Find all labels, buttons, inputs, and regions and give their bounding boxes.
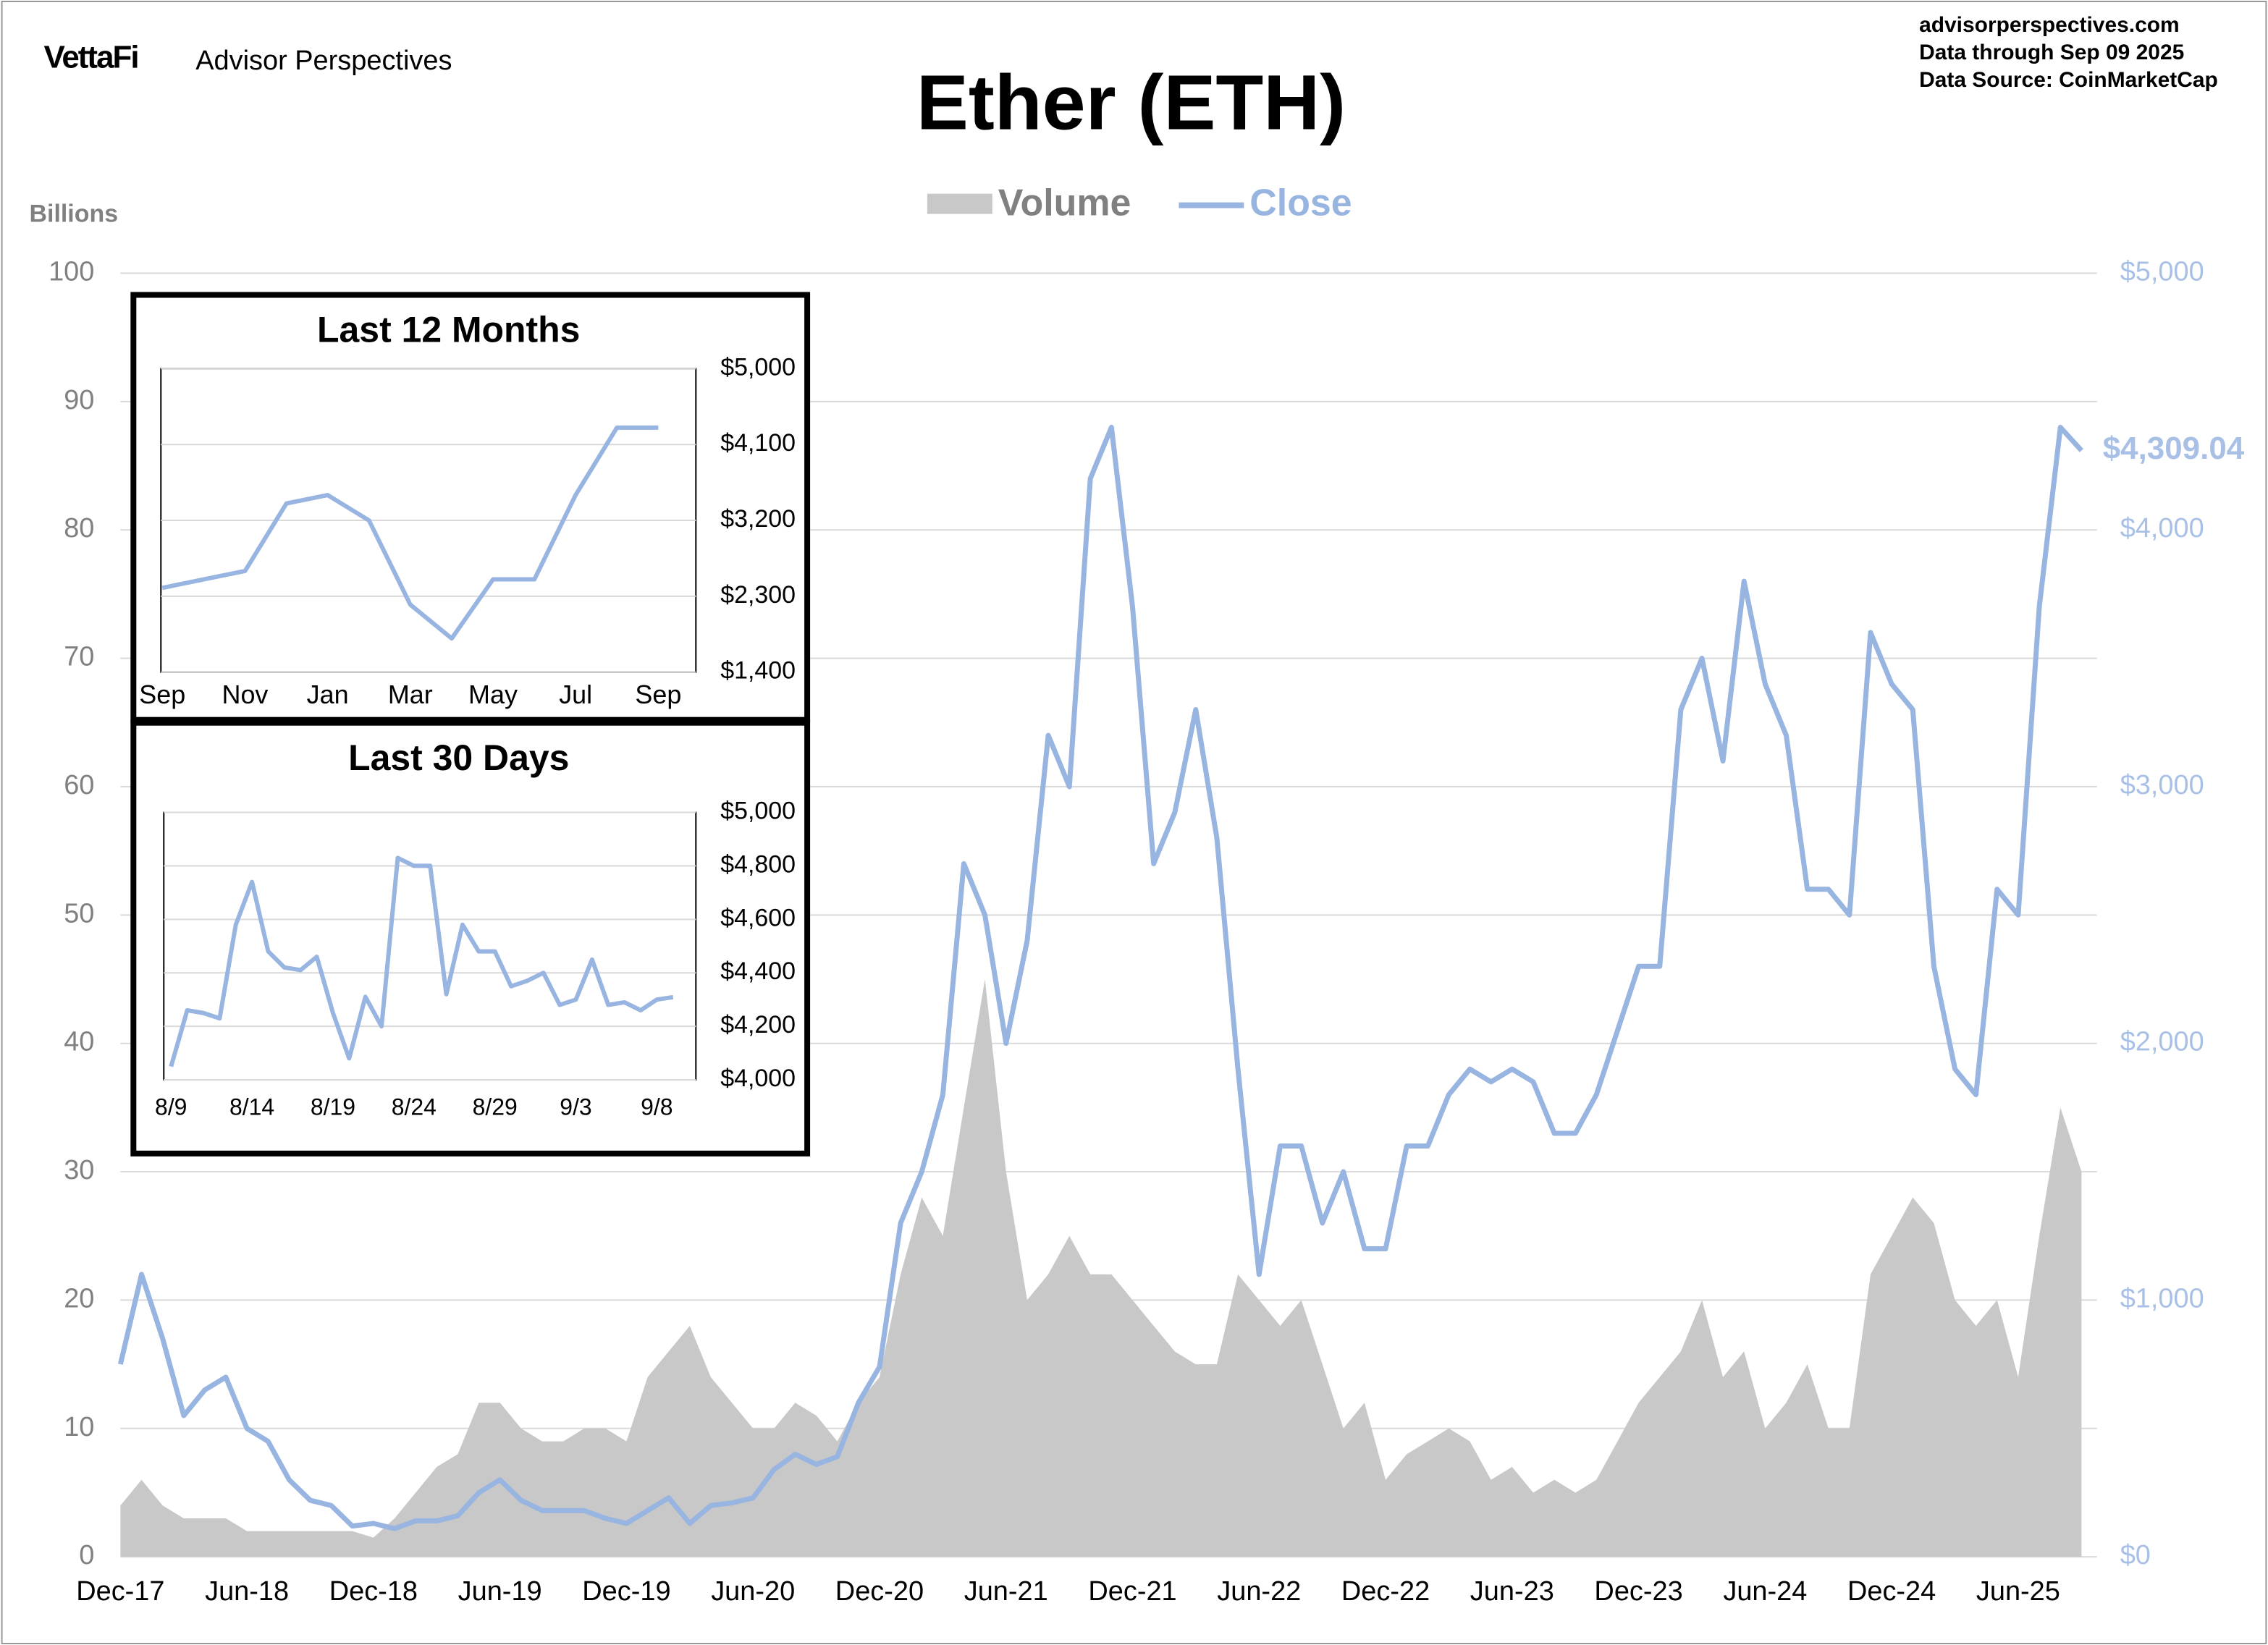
data-through: Data through Sep 09 2025 (1919, 41, 2184, 64)
x-tick-label: Jul (559, 680, 592, 709)
x-tick-label: 8/9 (155, 1094, 187, 1120)
inset-frame (130, 292, 811, 723)
y-tick-label: 0 (79, 1540, 94, 1570)
price-line (169, 855, 674, 1067)
x-tick-label: 8/29 (473, 1094, 518, 1120)
y-tick-label: $4,200 (720, 1011, 796, 1039)
y2-tick-label: $3,000 (2120, 770, 2204, 800)
y-tick-label: 30 (64, 1155, 94, 1185)
y-tick-label: $2,300 (720, 581, 796, 609)
y-tick-label: $5,000 (720, 353, 796, 381)
volume-area (120, 979, 2082, 1557)
y2-tick-label: $5,000 (2120, 257, 2204, 287)
y-axis-label: Billions (30, 200, 119, 228)
x-tick-label: Jun-23 (1470, 1576, 1554, 1607)
x-tick-label: Jun-22 (1217, 1576, 1301, 1607)
inset-title: Last 12 Months (317, 310, 580, 350)
x-tick-label: Jun-24 (1723, 1576, 1807, 1607)
x-tick-label: Dec-18 (329, 1576, 418, 1607)
x-tick-label: Dec-24 (1847, 1576, 1936, 1607)
legend-label: Volume (998, 182, 1131, 224)
y-tick-label: $4,400 (720, 957, 796, 985)
x-tick-label: Dec-20 (835, 1576, 924, 1607)
site: advisorperspectives.com (1919, 13, 2180, 37)
y-tick-label: $4,100 (720, 429, 796, 457)
y2-tick-label: $2,000 (2120, 1027, 2204, 1057)
legend-label: Close (1249, 182, 1352, 224)
y-tick-label: 60 (64, 770, 94, 800)
x-tick-label: Dec-17 (76, 1576, 164, 1607)
x-tick-label: Jan (307, 680, 349, 709)
y-tick-label: $4,800 (720, 850, 796, 878)
y-tick-label: 50 (64, 898, 94, 929)
x-tick-label: Mar (388, 680, 433, 709)
x-tick-label: Jun-21 (964, 1576, 1048, 1607)
x-tick-label: Dec-22 (1341, 1576, 1430, 1607)
x-tick-label: Sep (635, 680, 681, 709)
brand-sub: Advisor Perspectives (195, 46, 452, 76)
legend-swatch (927, 193, 992, 214)
y2-tick-label: $0 (2120, 1540, 2151, 1570)
y-tick-label: $1,400 (720, 657, 796, 685)
y-tick-label: 20 (64, 1283, 94, 1314)
y-tick-label: $4,600 (720, 904, 796, 931)
y-tick-label: 70 (64, 642, 94, 672)
close-line (117, 424, 2083, 1531)
x-tick-label: Dec-19 (582, 1576, 670, 1607)
y2-tick-label: $4,000 (2120, 513, 2204, 544)
last-value-label: $4,309.04 (2103, 431, 2245, 466)
x-tick-label: Dec-21 (1088, 1576, 1176, 1607)
x-tick-label: Jun-19 (458, 1576, 542, 1607)
x-tick-label: Jun-20 (711, 1576, 795, 1607)
y-tick-label: 10 (64, 1412, 94, 1442)
y-tick-label: $3,200 (720, 505, 796, 533)
x-tick-label: Dec-23 (1594, 1576, 1682, 1607)
x-tick-label: 9/8 (641, 1094, 673, 1120)
x-tick-label: 9/3 (560, 1094, 591, 1120)
y-tick-label: 80 (64, 513, 94, 544)
x-tick-label: May (468, 680, 518, 709)
chart-title: Ether (ETH) (916, 58, 1346, 145)
inset-title: Last 30 Days (348, 737, 569, 778)
x-tick-label: 8/24 (392, 1094, 437, 1120)
x-tick-label: Sep (139, 680, 185, 709)
y-tick-label: $4,000 (720, 1065, 796, 1092)
x-tick-label: Jun-25 (1976, 1576, 2060, 1607)
brand: VettaFi (43, 40, 138, 75)
y-tick-label: 100 (49, 257, 94, 287)
y-tick-label: $5,000 (720, 797, 796, 824)
y-tick-label: 40 (64, 1027, 94, 1057)
price-line (161, 425, 659, 641)
x-tick-label: Nov (222, 680, 268, 709)
x-tick-label: Jun-18 (205, 1576, 289, 1607)
x-tick-label: 8/14 (229, 1094, 274, 1120)
y2-tick-label: $1,000 (2120, 1283, 2204, 1314)
y-tick-label: 90 (64, 385, 94, 415)
data-source: Data Source: CoinMarketCap (1919, 68, 2218, 92)
x-tick-label: 8/19 (311, 1094, 355, 1120)
